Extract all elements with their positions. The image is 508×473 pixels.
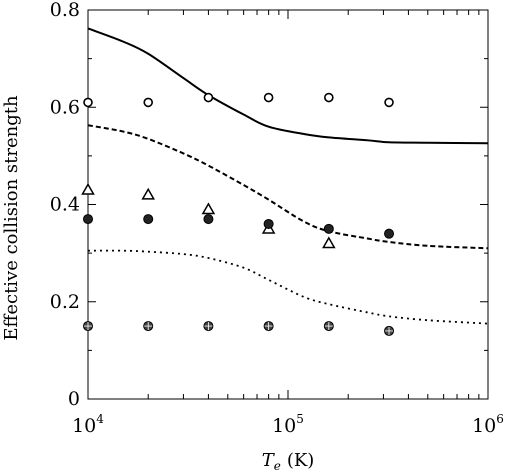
y-tick-label: 0 [68, 388, 80, 410]
x-axis-unit: (K) [287, 450, 315, 471]
starred-circle-point [83, 321, 93, 332]
open-triangle-point [81, 182, 95, 195]
x-tick-label: 106 [472, 412, 504, 437]
solid-curve [87, 27, 489, 145]
open-triangle-point [322, 236, 336, 249]
starred-circle-point [203, 321, 214, 332]
starred-circle-point [143, 321, 154, 332]
x-tick-labels: 104 105 106 [72, 412, 504, 437]
dotted-curve [87, 249, 489, 325]
open-circle-point [384, 97, 394, 108]
data-points [81, 92, 395, 336]
dashed-curve [87, 124, 489, 250]
x-axis-symbol: T [262, 450, 276, 471]
open-circle-point [203, 92, 214, 103]
starred-circle-point [384, 325, 395, 336]
y-tick-label: 0.6 [50, 96, 80, 118]
filled-circle-point [143, 214, 154, 225]
plot-frame [87, 9, 489, 400]
axis-ticks [87, 9, 488, 400]
filled-circle-point [203, 214, 214, 225]
y-tick-label: 0.2 [50, 291, 80, 313]
open-triangle-point [201, 202, 216, 215]
open-circle-point [263, 92, 274, 103]
x-tick-label: 105 [272, 412, 304, 437]
open-circle-point [143, 97, 154, 108]
x-tick-label: 104 [72, 412, 104, 437]
x-axis-label: Te (K) [262, 450, 315, 473]
open-circle-point [324, 92, 334, 103]
filled-circle-point [83, 214, 93, 225]
filled-circle-point [323, 223, 334, 234]
y-tick-labels: 0 0.2 0.4 0.6 0.8 [50, 0, 80, 410]
filled-circle-point [384, 228, 395, 239]
y-tick-label: 0.8 [50, 0, 80, 21]
model-curves [87, 27, 489, 325]
open-triangle-point [141, 187, 156, 200]
y-axis-label: Effective collision strength [1, 95, 22, 341]
open-circle-point [83, 97, 93, 108]
starred-circle-point [263, 321, 274, 332]
y-tick-label: 0.4 [50, 194, 80, 216]
filled-circle-point [263, 218, 274, 229]
starred-circle-point [323, 321, 334, 332]
x-axis-subscript: e [274, 459, 281, 473]
